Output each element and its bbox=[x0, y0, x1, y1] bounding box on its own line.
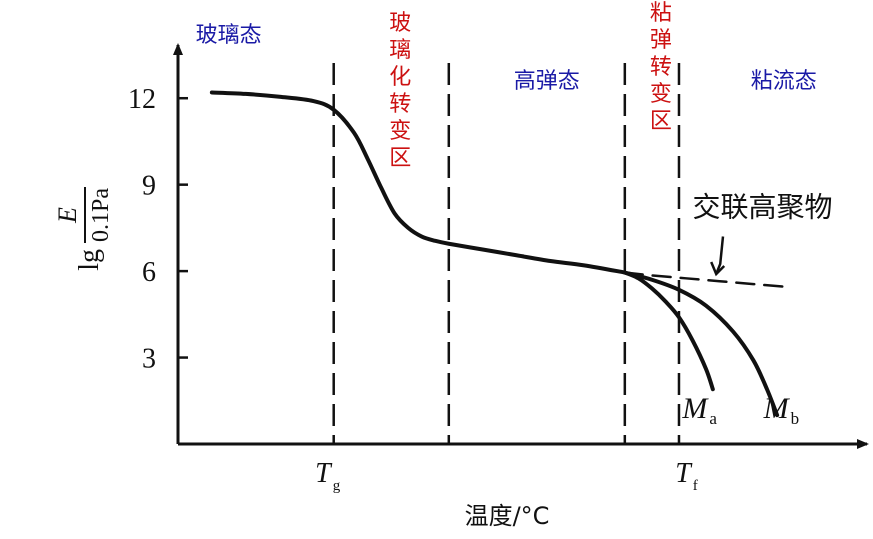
x-tick-label-Tf-sub: f bbox=[693, 478, 698, 494]
annotation-pointer-head bbox=[710, 261, 726, 277]
region-label-char: 变 bbox=[650, 82, 672, 107]
region-label-char: 璃 bbox=[389, 38, 411, 63]
annotation-sub: a bbox=[709, 409, 717, 428]
y-axis-label-prefix: lg bbox=[74, 249, 105, 271]
series-line-main bbox=[209, 90, 627, 275]
region-label-char: 区 bbox=[650, 109, 672, 134]
region-label-char: 粘 bbox=[650, 1, 672, 26]
y-axis-label: lg E 0.1Pa bbox=[53, 187, 114, 271]
region-label-char: 区 bbox=[389, 146, 411, 171]
y-tick-label: 3 bbox=[142, 344, 156, 375]
region-label-char: 转 bbox=[650, 55, 672, 80]
y-axis-label-denominator: 0.1Pa bbox=[88, 188, 114, 242]
region-label-char: 化 bbox=[389, 65, 411, 90]
annotation-pointer bbox=[715, 236, 725, 275]
x-axis-label: 温度/°C bbox=[465, 502, 550, 530]
region-label-char: 转 bbox=[389, 92, 411, 117]
region-label-char: 玻 bbox=[389, 11, 411, 36]
region-label: 玻璃态 bbox=[196, 23, 262, 48]
series-group bbox=[209, 90, 789, 418]
axes bbox=[173, 43, 869, 449]
annotation-sub: b bbox=[791, 409, 800, 428]
y-axis-label-numerator: E bbox=[53, 207, 82, 224]
region-label: 粘流态 bbox=[751, 69, 817, 94]
region-label-char: 弹 bbox=[650, 28, 672, 53]
region-label: 高弹态 bbox=[514, 69, 580, 94]
y-tick-label: 12 bbox=[128, 84, 156, 115]
series-line-Mb bbox=[622, 270, 780, 418]
annotation-crosslinked: 交联高聚物 bbox=[693, 190, 833, 223]
series-line-Ma bbox=[622, 270, 715, 392]
y-tick-label: 6 bbox=[142, 257, 156, 288]
region-dividers bbox=[332, 63, 681, 444]
y-tick-label: 9 bbox=[142, 171, 156, 202]
x-tick-label-Tg-sub: g bbox=[333, 478, 341, 494]
region-label-char: 变 bbox=[389, 119, 411, 144]
